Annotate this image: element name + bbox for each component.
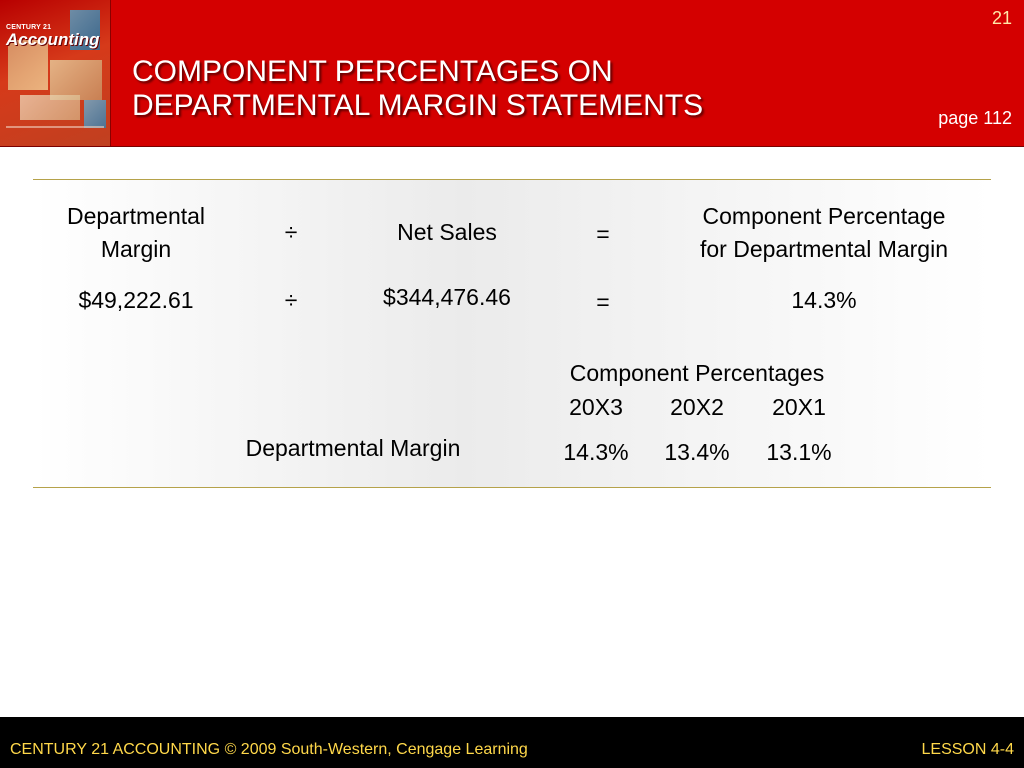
value-departmental-margin: $49,222.61: [78, 287, 194, 313]
slide-title: COMPONENT PERCENTAGES ON DEPARTMENTAL MA…: [132, 55, 703, 123]
comparison-header: Component Percentages: [569, 360, 825, 386]
slide-number: 21: [991, 8, 1012, 28]
century-21-accounting-logo: CENTURY 21 Accounting: [0, 0, 111, 146]
year-20x1: 20X1: [772, 394, 826, 420]
slide-footer: CENTURY 21 ACCOUNTING © 2009 South-Weste…: [0, 717, 1024, 768]
value-net-sales: $344,476.46: [383, 284, 511, 310]
comparison-row-label: Departmental Margin: [245, 435, 461, 461]
slide-title-line-2: DEPARTMENTAL MARGIN STATEMENTS: [132, 89, 704, 122]
divide-symbol-value: ÷: [284, 287, 298, 313]
footer-lesson: LESSON 4-4: [921, 741, 1014, 758]
value-component-percentage: 14.3%: [791, 287, 857, 313]
head-component-percentage: Component Percentage for Departmental Ma…: [700, 203, 948, 262]
year-20x3: 20X3: [569, 394, 623, 420]
year-20x2: 20X2: [670, 394, 724, 420]
head-net-sales: Net Sales: [397, 219, 497, 245]
value-20x2: 13.4%: [664, 439, 730, 465]
content-panel: Departmental Margin ÷ Net Sales = Compon…: [33, 179, 991, 488]
head-departmental-margin: Departmental Margin: [66, 203, 206, 262]
divide-symbol-head: ÷: [284, 219, 298, 245]
page-reference: page 112: [938, 108, 1012, 128]
footer-copyright: CENTURY 21 ACCOUNTING © 2009 South-Weste…: [10, 741, 528, 758]
equals-symbol-value: =: [596, 289, 610, 315]
slide-header: CENTURY 21 Accounting COMPONENT PERCENTA…: [0, 0, 1024, 147]
logo-word: Accounting: [6, 30, 100, 49]
value-20x3: 14.3%: [563, 439, 629, 465]
slide-title-line-1: COMPONENT PERCENTAGES ON: [132, 55, 613, 88]
value-20x1: 13.1%: [766, 439, 832, 465]
equals-symbol-head: =: [596, 221, 610, 247]
logo-top-text: CENTURY 21: [6, 24, 52, 31]
